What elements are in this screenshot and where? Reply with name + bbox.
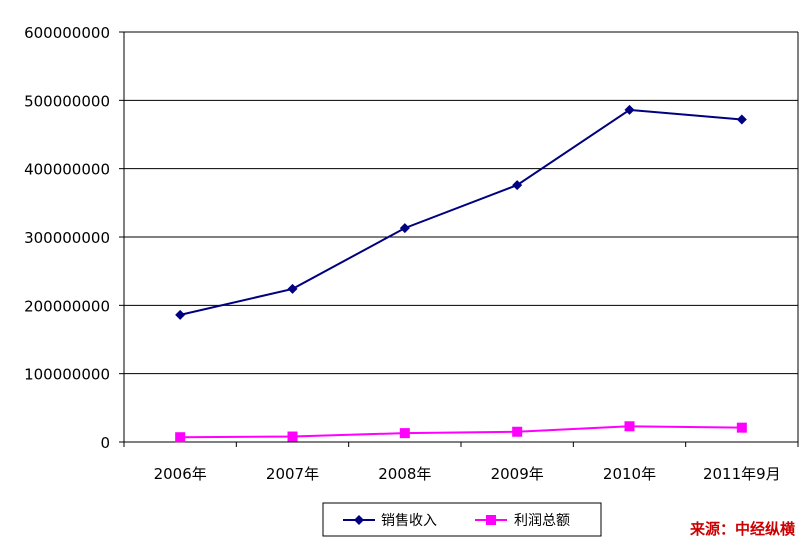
data-point (512, 426, 523, 437)
x-tick-label: 2011年9月 (703, 465, 781, 483)
data-point (624, 421, 635, 432)
source-note: 来源：中经纵横 (689, 520, 796, 538)
data-point (175, 309, 186, 320)
legend-square-marker (486, 515, 496, 525)
data-point (399, 428, 410, 439)
y-tick-label: 0 (100, 434, 110, 452)
x-tick-label: 2007年 (266, 465, 319, 483)
series-1 (175, 421, 747, 443)
y-tick-label: 400000000 (24, 161, 110, 179)
legend-item-1: 利润总额 (475, 513, 570, 529)
series-line (179, 108, 742, 316)
data-point (287, 283, 298, 294)
legend: 销售收入 利润总额 (322, 502, 602, 537)
y-tick-label: 500000000 (24, 92, 110, 110)
data-point (736, 422, 747, 433)
data-point (287, 431, 298, 442)
x-tick-label: 2010年 (603, 465, 656, 483)
series-line (180, 425, 742, 439)
x-tick-label: 2008年 (378, 465, 431, 483)
legend-label-0: 销售收入 (381, 513, 437, 529)
data-point (399, 223, 410, 234)
y-tick-label: 600000000 (24, 24, 110, 42)
legend-label-1: 利润总额 (514, 513, 570, 529)
data-point (512, 180, 523, 191)
data-point (736, 114, 747, 125)
legend-diamond-marker (354, 515, 364, 525)
y-tick-label: 200000000 (24, 297, 110, 315)
x-tick-label: 2006年 (154, 465, 207, 483)
series (175, 104, 747, 443)
legend-item-0: 销售收入 (343, 513, 437, 529)
y-tick-label: 300000000 (24, 229, 110, 247)
series-0 (175, 104, 747, 320)
data-point (624, 104, 635, 115)
gridlines (124, 31, 798, 375)
x-tick-label: 2009年 (491, 465, 544, 483)
x-axis-ticks: 2006年 2007年 2008年 2009年 2010年 2011年9月 (123, 442, 799, 483)
y-tick-label: 100000000 (24, 366, 110, 384)
y-axis-ticks: 0 100000000 200000000 300000000 400000000 500… (24, 24, 124, 452)
data-point (175, 432, 186, 443)
